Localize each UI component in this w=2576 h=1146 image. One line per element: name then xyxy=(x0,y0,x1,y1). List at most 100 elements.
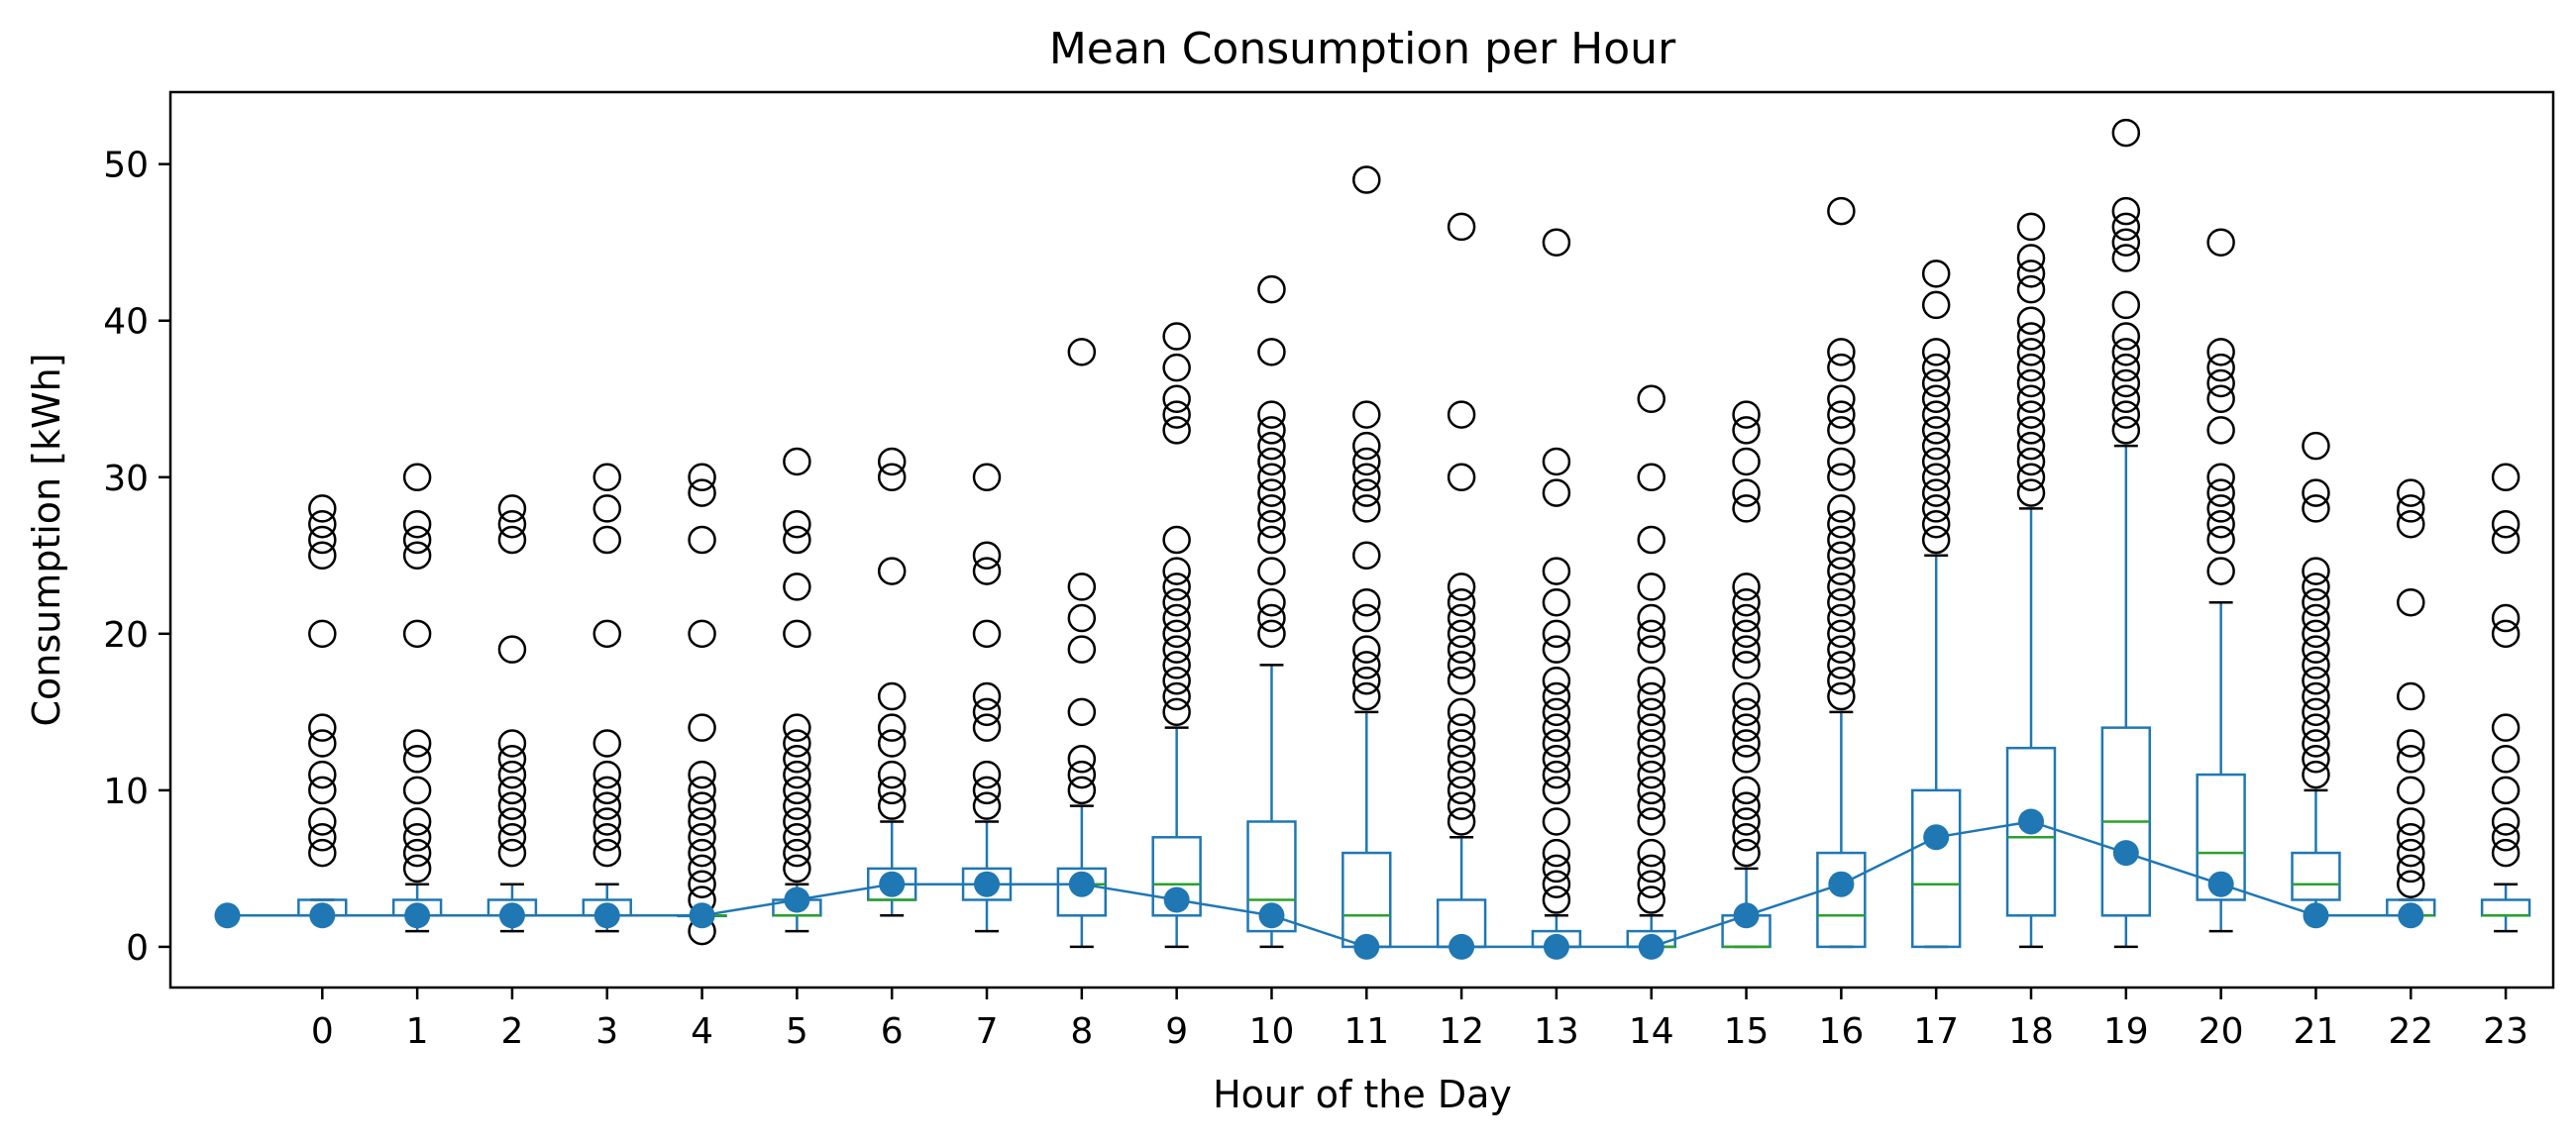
outlier-point xyxy=(1067,635,1097,664)
outlier-point xyxy=(308,525,337,555)
outlier-point xyxy=(1447,760,1476,789)
outlier-point xyxy=(688,713,716,742)
outlier-point xyxy=(2491,713,2521,742)
outlier-point xyxy=(1637,776,1665,805)
box-iqr xyxy=(1816,851,1867,949)
chart-title: Mean Consumption per Hour xyxy=(1049,24,1676,74)
outlier-point xyxy=(1921,525,1951,555)
outlier-point xyxy=(1162,697,1191,727)
outlier-point xyxy=(308,713,337,742)
outlier-point xyxy=(1257,603,1286,633)
outlier-point xyxy=(2491,838,2521,868)
outlier-point xyxy=(972,619,1002,649)
outlier-point xyxy=(877,557,907,585)
outlier-point xyxy=(592,823,622,852)
box-hour-20 xyxy=(2196,228,2246,933)
x-tick-label: 7 xyxy=(976,1011,999,1052)
outlier-point xyxy=(688,870,716,898)
outlier-point xyxy=(2302,603,2330,633)
box-hour-15 xyxy=(1721,400,1771,949)
outlier-point xyxy=(783,525,811,555)
outlier-point xyxy=(1637,525,1665,555)
outlier-point xyxy=(1732,823,1761,852)
outlier-point xyxy=(2397,823,2425,852)
outlier-point xyxy=(592,791,622,820)
outlier-point xyxy=(402,745,432,774)
outlier-point xyxy=(1732,745,1761,774)
mean-point xyxy=(593,902,620,929)
outlier-point xyxy=(1921,290,1951,320)
box-iqr xyxy=(2291,851,2341,901)
outlier-point xyxy=(1921,384,1951,414)
box-hour-18 xyxy=(2005,212,2057,949)
outlier-point xyxy=(1257,400,1286,429)
outlier-point xyxy=(1352,681,1381,711)
outlier-point xyxy=(1257,494,1286,523)
outlier-point xyxy=(1067,573,1097,601)
outlier-point xyxy=(592,776,622,805)
outlier-point xyxy=(1067,745,1097,774)
outlier-point xyxy=(2397,729,2425,758)
outlier-point xyxy=(1542,807,1571,836)
outlier-point xyxy=(1637,791,1665,820)
outlier-point xyxy=(1732,494,1761,523)
outlier-point xyxy=(2302,713,2330,742)
outlier-point xyxy=(1921,416,1951,445)
outlier-point xyxy=(2016,447,2046,476)
outlier-point xyxy=(1257,431,1286,461)
outlier-point xyxy=(2016,260,2046,288)
outlier-point xyxy=(1352,666,1381,695)
outlier-point xyxy=(688,838,716,868)
outlier-point xyxy=(783,447,811,476)
outlier-point xyxy=(1067,338,1097,366)
outlier-point xyxy=(1352,463,1381,492)
outlier-point xyxy=(1162,384,1191,414)
outlier-point xyxy=(877,681,907,711)
outlier-point xyxy=(1637,745,1665,774)
outlier-point xyxy=(877,760,907,789)
outlier-point xyxy=(1827,635,1856,664)
outlier-point xyxy=(877,463,907,492)
outlier-point xyxy=(1637,603,1665,633)
outlier-point xyxy=(1732,478,1761,507)
x-tick-label: 21 xyxy=(2294,1011,2339,1052)
outlier-point xyxy=(1352,587,1381,617)
mean-point xyxy=(309,902,336,929)
outlier-point xyxy=(783,713,811,742)
outlier-point xyxy=(1637,697,1665,727)
outlier-point xyxy=(1542,886,1571,914)
outlier-point xyxy=(1827,651,1856,679)
outlier-point xyxy=(783,760,811,789)
outlier-point xyxy=(783,791,811,820)
outlier-point xyxy=(2302,431,2330,461)
outlier-point xyxy=(1827,681,1856,711)
box-iqr xyxy=(1056,867,1108,917)
outlier-point xyxy=(2397,854,2425,884)
outlier-point xyxy=(308,807,337,836)
outlier-point xyxy=(2491,745,2521,774)
outlier-point xyxy=(1352,478,1381,507)
outlier-point xyxy=(2206,494,2235,523)
outlier-point xyxy=(2397,807,2425,836)
outlier-point xyxy=(783,619,811,649)
outlier-point xyxy=(1162,573,1191,601)
y-tick-label: 40 xyxy=(103,302,149,343)
box-hour-19 xyxy=(2100,118,2152,949)
mean-point xyxy=(879,871,906,897)
outlier-point xyxy=(1162,666,1191,695)
box-iqr xyxy=(1246,820,1297,933)
outlier-point xyxy=(1921,368,1951,398)
mean-point xyxy=(2112,840,2139,867)
outlier-point xyxy=(1732,697,1761,727)
outlier-point xyxy=(2111,228,2141,257)
mean-point xyxy=(1163,886,1190,913)
outlier-point xyxy=(2302,619,2330,649)
box-iqr xyxy=(1151,836,1202,917)
outlier-point xyxy=(1542,729,1571,758)
outlier-point xyxy=(877,776,907,805)
outlier-point xyxy=(2302,651,2330,679)
outlier-point xyxy=(1732,619,1761,649)
outlier-point xyxy=(2397,587,2425,617)
outlier-point xyxy=(1732,713,1761,742)
outlier-point xyxy=(1921,494,1951,523)
